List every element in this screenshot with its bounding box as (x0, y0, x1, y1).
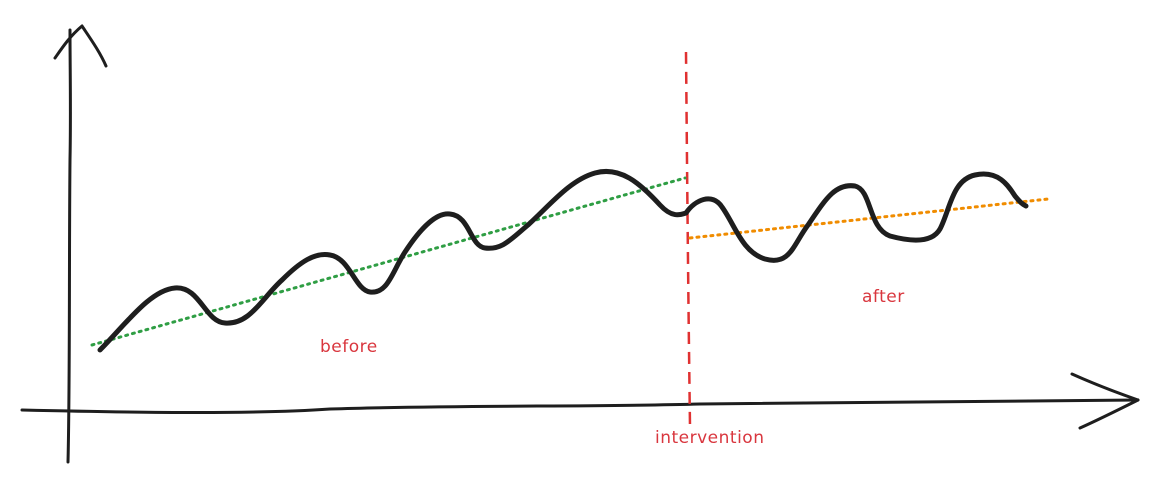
series-after-curve (683, 171, 1029, 263)
label-intervention: intervention (655, 428, 764, 448)
label-before: before (320, 337, 378, 357)
x-axis-line (20, 398, 1140, 414)
intervention-line (684, 51, 692, 427)
y-axis-line (66, 28, 72, 464)
trend-line-before (90, 176, 687, 347)
y-axis-arrowhead (53, 24, 108, 68)
trend-line-after (688, 197, 1050, 240)
x-axis-arrowhead (1070, 372, 1140, 430)
series-before-curve (97, 169, 689, 353)
label-after: after (862, 287, 905, 307)
